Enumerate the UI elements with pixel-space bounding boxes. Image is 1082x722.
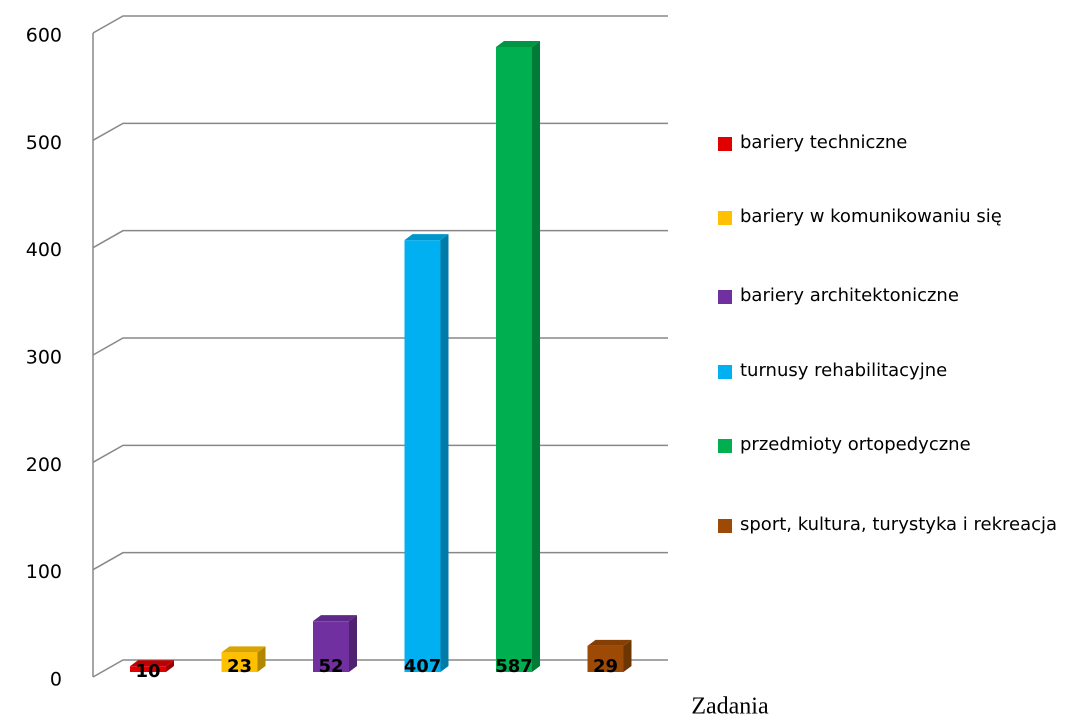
- legend-label: bariery architektoniczne: [740, 285, 959, 306]
- y-tick-label: 0: [50, 669, 62, 691]
- data-label: 10: [135, 661, 160, 682]
- y-tick-label: 400: [26, 239, 62, 261]
- y-tick-label: 100: [26, 561, 62, 583]
- data-label: 407: [404, 656, 442, 677]
- legend-item: bariery techniczne: [718, 132, 1060, 156]
- legend-item: bariery w komunikowaniu się: [718, 206, 1060, 230]
- legend-swatch: [718, 137, 732, 151]
- bar-side: [440, 234, 449, 673]
- grid-line: [92, 122, 668, 141]
- bar-side: [257, 646, 266, 672]
- legend-label: turnusy rehabilitacyjne: [740, 360, 948, 381]
- grid-line: [92, 659, 668, 678]
- legend-swatch: [718, 519, 732, 533]
- legend-item: turnusy rehabilitacyjne: [718, 360, 1060, 384]
- x-axis-title: Zadania: [691, 694, 769, 720]
- bar-side: [349, 615, 357, 672]
- y-tick-label: 500: [26, 132, 62, 154]
- bar-side: [532, 40, 540, 673]
- legend-swatch: [718, 290, 732, 304]
- legend-swatch: [718, 211, 732, 225]
- bar: [404, 240, 441, 673]
- legend-item: przedmioty ortopedyczne: [718, 434, 1060, 458]
- legend-label: przedmioty ortopedyczne: [740, 434, 971, 455]
- legend-item: bariery architektoniczne: [718, 285, 1060, 309]
- bar: [221, 652, 258, 672]
- bar-top: [221, 646, 266, 653]
- bar-top: [496, 40, 540, 47]
- legend-item: sport, kultura, turystyka i rekreacja: [718, 514, 1060, 538]
- y-tick-label: 600: [26, 25, 62, 47]
- y-tick-label: 200: [26, 454, 62, 476]
- grid-line: [92, 444, 668, 463]
- bar: [313, 621, 349, 672]
- bar: [496, 46, 532, 673]
- legend-label: bariery techniczne: [740, 132, 908, 153]
- y-tick-label: 300: [26, 347, 62, 369]
- data-label: 52: [318, 656, 343, 677]
- bar-side: [166, 660, 174, 672]
- bar-top: [404, 234, 449, 241]
- bar: [130, 666, 166, 672]
- grid-line: [92, 337, 668, 356]
- data-label: 29: [593, 656, 618, 677]
- bar-top: [313, 615, 357, 622]
- bar-top: [130, 660, 174, 667]
- data-label: 587: [495, 656, 533, 677]
- data-label: 23: [227, 656, 252, 677]
- legend-swatch: [718, 439, 732, 453]
- legend-label: sport, kultura, turystyka i rekreacja: [740, 514, 1058, 535]
- legend-swatch: [718, 365, 732, 379]
- grid-line: [92, 229, 668, 249]
- bar-side: [623, 639, 632, 672]
- bar-top: [587, 639, 632, 646]
- grid-line: [92, 551, 668, 571]
- grid-line: [92, 15, 668, 34]
- legend-label: bariery w komunikowaniu się: [740, 206, 1002, 227]
- bar: [587, 645, 624, 672]
